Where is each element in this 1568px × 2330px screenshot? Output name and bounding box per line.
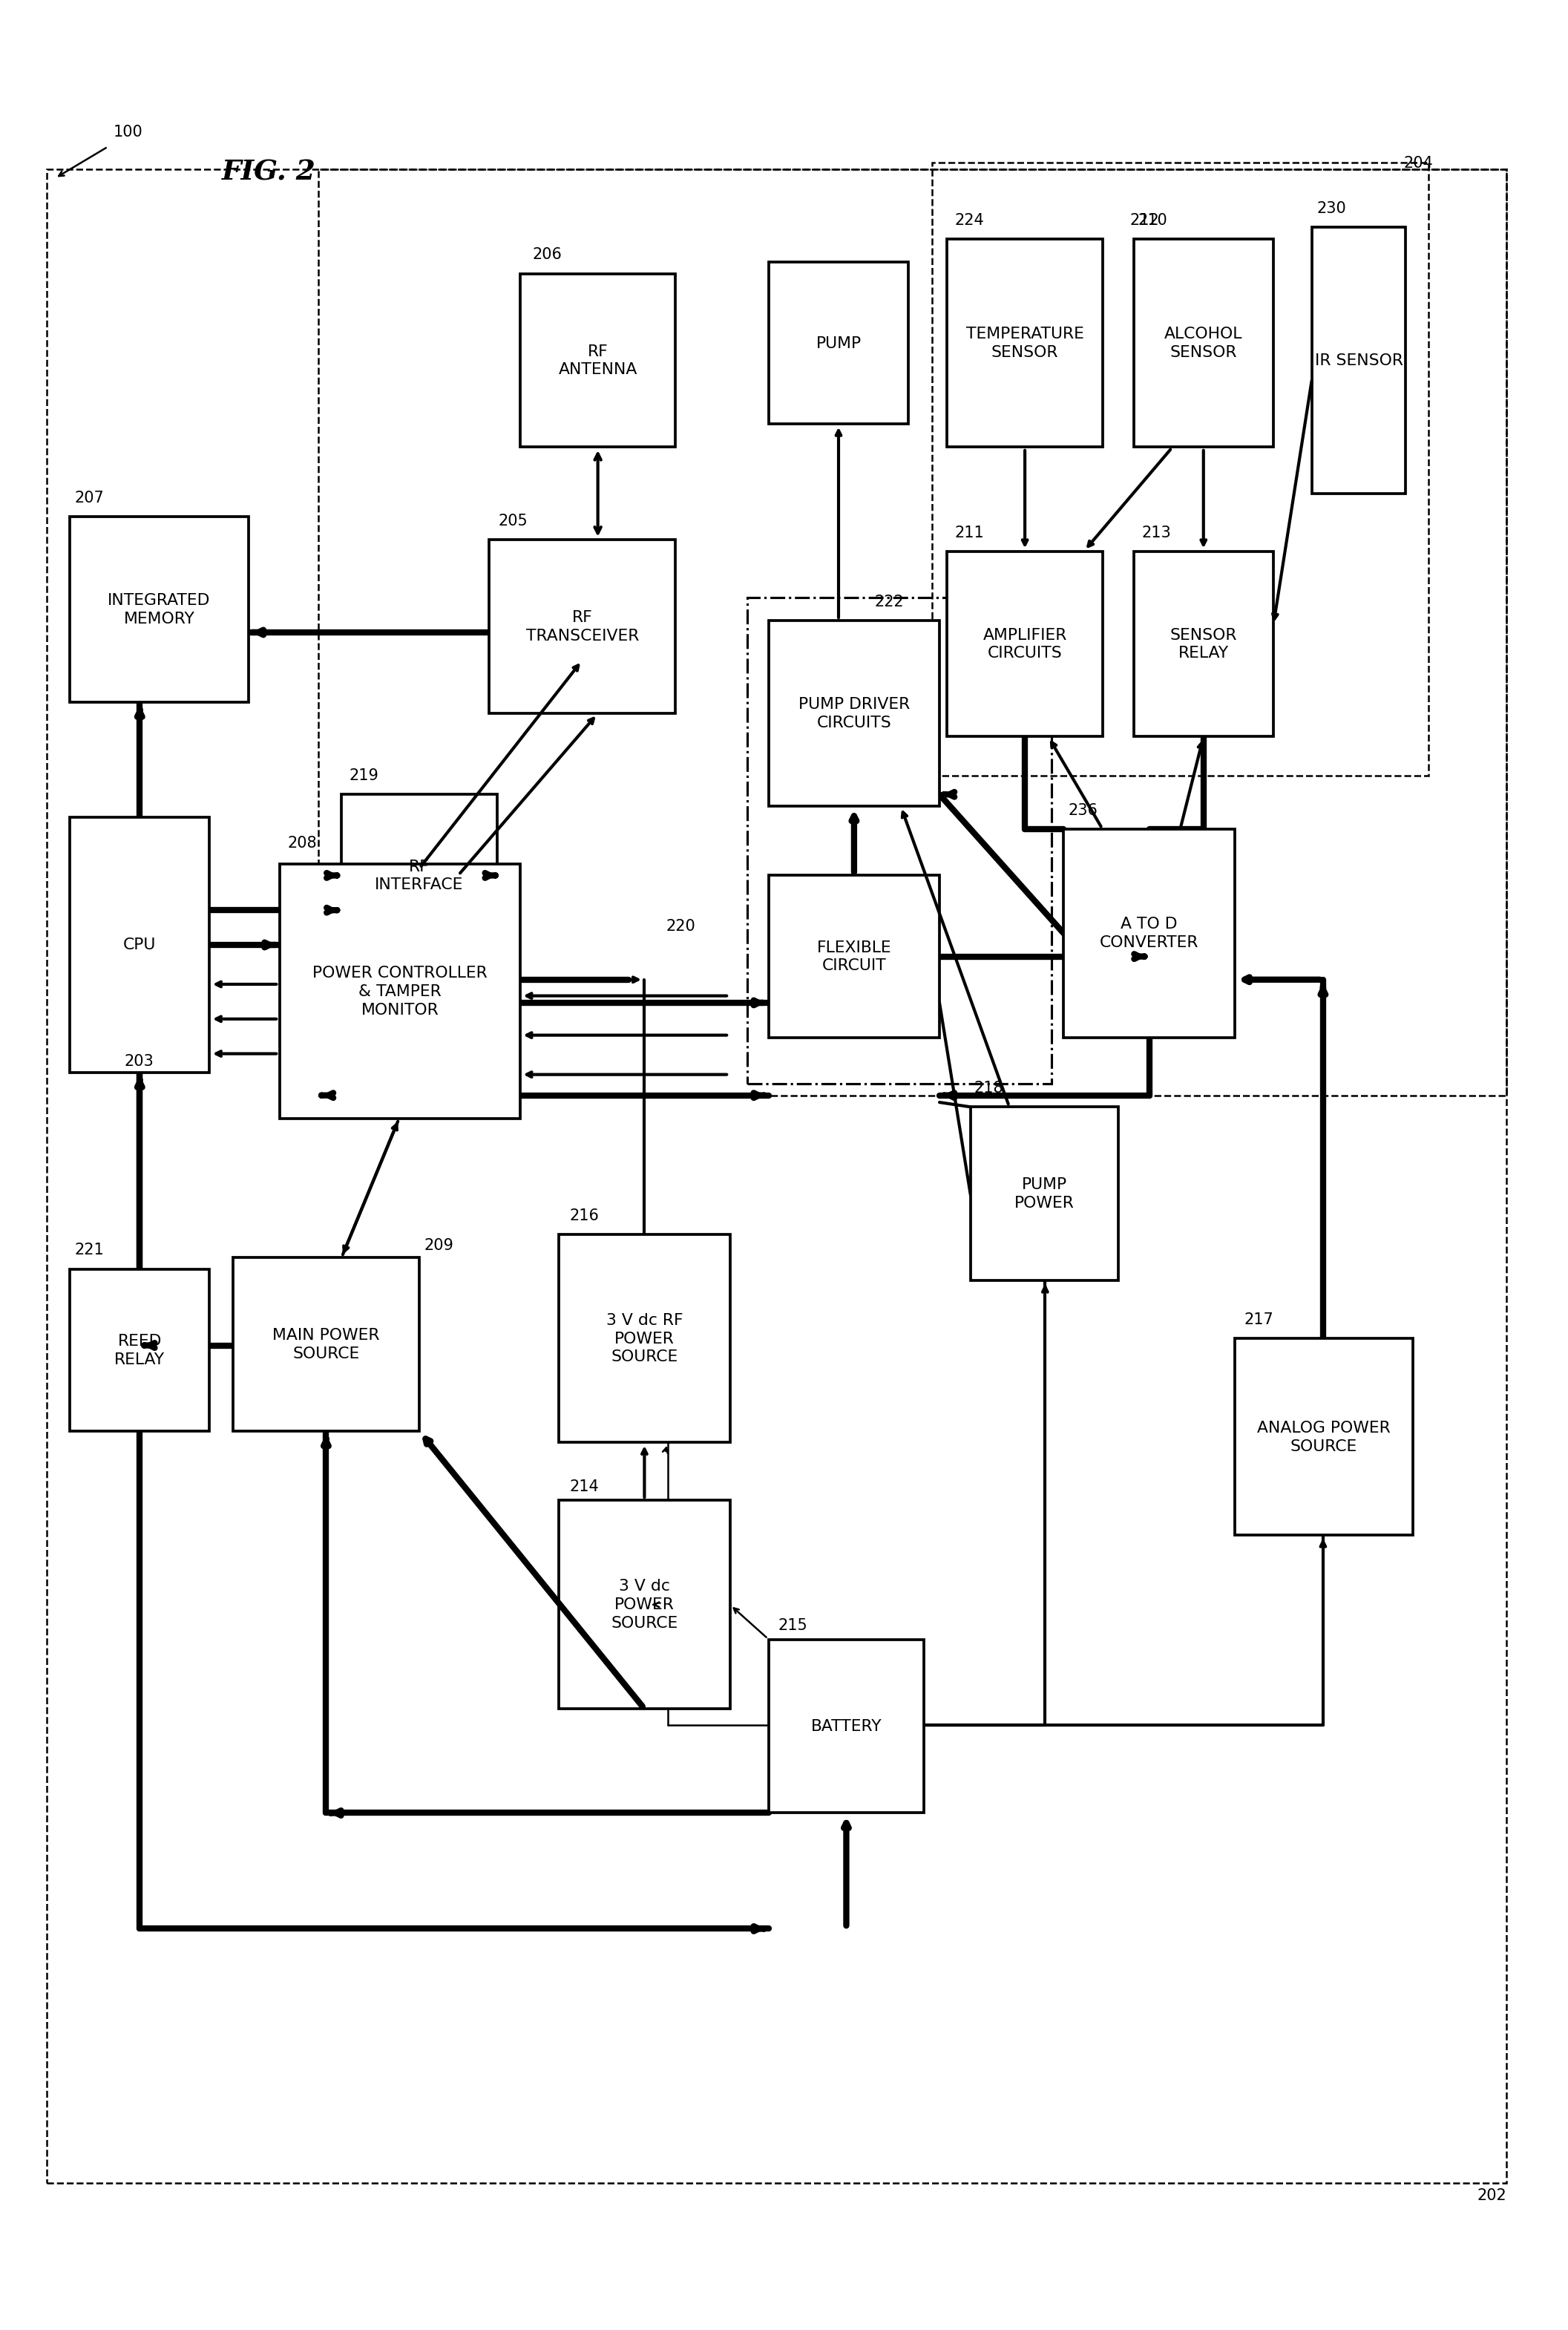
Bar [1134, 240, 1273, 447]
Text: A TO D
CONVERTER: A TO D CONVERTER [1099, 918, 1198, 951]
Bar [971, 1107, 1118, 1282]
Bar [71, 1270, 210, 1431]
Bar [746, 599, 1051, 1083]
Text: FIG. 2: FIG. 2 [223, 158, 317, 186]
Text: PUMP
POWER: PUMP POWER [1014, 1177, 1074, 1212]
Text: IR SENSOR: IR SENSOR [1314, 354, 1403, 368]
Text: 221: 221 [75, 1242, 103, 1258]
Text: RF
INTERFACE: RF INTERFACE [375, 860, 464, 892]
Text: 219: 219 [350, 769, 379, 783]
Bar [71, 517, 248, 701]
Bar [521, 275, 676, 447]
Text: RF
TRANSCEIVER: RF TRANSCEIVER [525, 610, 638, 643]
Text: PUMP DRIVER
CIRCUITS: PUMP DRIVER CIRCUITS [798, 697, 909, 729]
Text: 204: 204 [1403, 156, 1433, 170]
Text: 210: 210 [1138, 212, 1168, 228]
Bar [342, 795, 497, 958]
Bar [931, 163, 1428, 776]
Bar [71, 818, 210, 1072]
Text: ALCOHOL
SENSOR: ALCOHOL SENSOR [1163, 326, 1242, 359]
Text: CPU: CPU [124, 937, 157, 953]
Text: 220: 220 [666, 918, 696, 934]
Text: REED
RELAY: REED RELAY [114, 1333, 165, 1368]
Bar [1234, 1340, 1413, 1535]
Text: 3 V dc
POWER
SOURCE: 3 V dc POWER SOURCE [612, 1580, 677, 1631]
Bar [768, 1640, 924, 1813]
Text: 236: 236 [1068, 804, 1098, 818]
Text: MAIN POWER
SOURCE: MAIN POWER SOURCE [273, 1328, 379, 1361]
Text: 100: 100 [113, 126, 143, 140]
Text: RF
ANTENNA: RF ANTENNA [558, 345, 637, 377]
Bar [768, 263, 908, 424]
Text: 207: 207 [75, 492, 103, 506]
Text: 216: 216 [569, 1207, 599, 1223]
Text: 211: 211 [955, 524, 985, 541]
Text: 3 V dc RF
POWER
SOURCE: 3 V dc RF POWER SOURCE [605, 1312, 682, 1365]
Bar [1312, 228, 1405, 494]
Text: 208: 208 [287, 836, 317, 850]
Text: 213: 213 [1142, 524, 1171, 541]
Bar [947, 240, 1102, 447]
Bar [1063, 829, 1234, 1037]
Text: 215: 215 [778, 1617, 808, 1633]
Bar [558, 1501, 729, 1708]
Bar [47, 170, 1505, 2183]
Text: TEMPERATURE
SENSOR: TEMPERATURE SENSOR [966, 326, 1083, 359]
Text: 218: 218 [974, 1081, 1004, 1095]
Text: BATTERY: BATTERY [811, 1720, 881, 1734]
Text: AMPLIFIER
CIRCUITS: AMPLIFIER CIRCUITS [983, 627, 1066, 662]
Text: 230: 230 [1317, 200, 1345, 217]
Bar [1134, 552, 1273, 736]
Text: 222: 222 [873, 594, 903, 610]
Text: 205: 205 [499, 513, 528, 529]
Bar [768, 622, 939, 806]
Text: 203: 203 [124, 1053, 154, 1069]
Text: FLEXIBLE
CIRCUIT: FLEXIBLE CIRCUIT [817, 939, 891, 974]
Bar [558, 1235, 729, 1442]
Bar [318, 170, 1505, 1095]
Text: 217: 217 [1243, 1312, 1273, 1328]
Bar [489, 541, 676, 713]
Text: POWER CONTROLLER
& TAMPER
MONITOR: POWER CONTROLLER & TAMPER MONITOR [312, 965, 488, 1018]
Bar [768, 876, 939, 1037]
Bar [279, 864, 521, 1118]
Text: 214: 214 [569, 1480, 599, 1494]
Text: 224: 224 [955, 212, 985, 228]
Text: 209: 209 [423, 1237, 453, 1254]
Bar [947, 552, 1102, 736]
Text: INTEGRATED
MEMORY: INTEGRATED MEMORY [108, 592, 210, 627]
Text: ANALOG POWER
SOURCE: ANALOG POWER SOURCE [1258, 1421, 1391, 1454]
Text: PUMP: PUMP [815, 336, 861, 352]
Text: 202: 202 [1477, 2188, 1505, 2202]
Text: SENSOR
RELAY: SENSOR RELAY [1170, 627, 1237, 662]
Text: 212: 212 [1129, 212, 1159, 228]
Bar [232, 1258, 419, 1431]
Text: 206: 206 [533, 247, 561, 263]
